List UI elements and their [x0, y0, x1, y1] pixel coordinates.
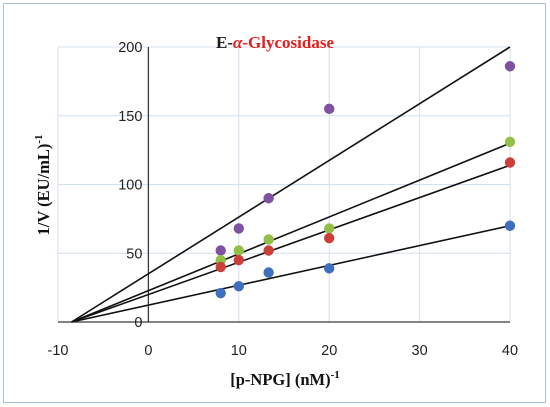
- y-axis-title-text: 1/V (EU/mL): [34, 144, 53, 236]
- data-point-3: [324, 232, 335, 244]
- x-tick-label: 30: [412, 343, 428, 359]
- x-tick-label: 0: [144, 343, 152, 359]
- fit-line-1: [71, 46, 511, 323]
- fit-lines: [71, 46, 511, 323]
- data-point-1: [263, 193, 274, 204]
- data-point-4: [215, 287, 226, 299]
- fit-line-4: [71, 224, 511, 323]
- y-tick-label: 200: [118, 40, 142, 56]
- data-point-1: [504, 61, 516, 72]
- data-point-3: [263, 245, 274, 256]
- y-tick-label: 150: [118, 109, 142, 125]
- tick-labels: -10 0 10 20 30 40 0 50 100 150 200: [48, 40, 519, 359]
- data-point-2: [263, 234, 274, 245]
- y-tick-label: 0: [134, 315, 142, 331]
- data-point-2: [504, 136, 516, 148]
- data-point-4: [324, 263, 335, 274]
- y-axis-title-sup: -1: [33, 135, 45, 144]
- chart-title-prefix: E-: [216, 33, 233, 52]
- x-tick-label: 20: [321, 343, 337, 359]
- chart-frame: [3, 3, 546, 403]
- data-points: [215, 61, 516, 299]
- data-point-2: [233, 245, 244, 256]
- data-point-3: [233, 254, 244, 266]
- data-point-1: [215, 245, 226, 256]
- fit-line-3: [71, 164, 511, 323]
- data-point-3: [504, 157, 516, 168]
- x-tick-label: 10: [231, 343, 247, 359]
- data-point-1: [324, 103, 335, 115]
- y-tick-label: 50: [126, 246, 142, 262]
- chart-title-greek: α: [233, 33, 243, 52]
- x-axis-title-text: [p-NPG] (nM): [230, 370, 330, 389]
- data-point-3: [215, 261, 226, 273]
- y-tick-label: 100: [118, 178, 142, 194]
- x-tick-label: -10: [48, 343, 69, 359]
- chart-title: E-α-Glycosidase: [216, 33, 334, 52]
- chart-title-suffix: -Glycosidase: [242, 33, 334, 52]
- data-point-2: [324, 223, 335, 234]
- x-axis-title: [p-NPG] (nM)-1: [230, 369, 340, 389]
- data-point-4: [504, 220, 516, 231]
- axes: [58, 47, 510, 323]
- data-point-4: [263, 267, 274, 278]
- y-axis-title: 1/V (EU/mL)-1: [33, 135, 53, 236]
- x-axis-title-sup: -1: [331, 369, 340, 381]
- data-point-1: [233, 223, 244, 234]
- x-tick-label: 40: [502, 343, 518, 359]
- data-point-4: [233, 281, 244, 292]
- fit-line-2: [71, 142, 511, 323]
